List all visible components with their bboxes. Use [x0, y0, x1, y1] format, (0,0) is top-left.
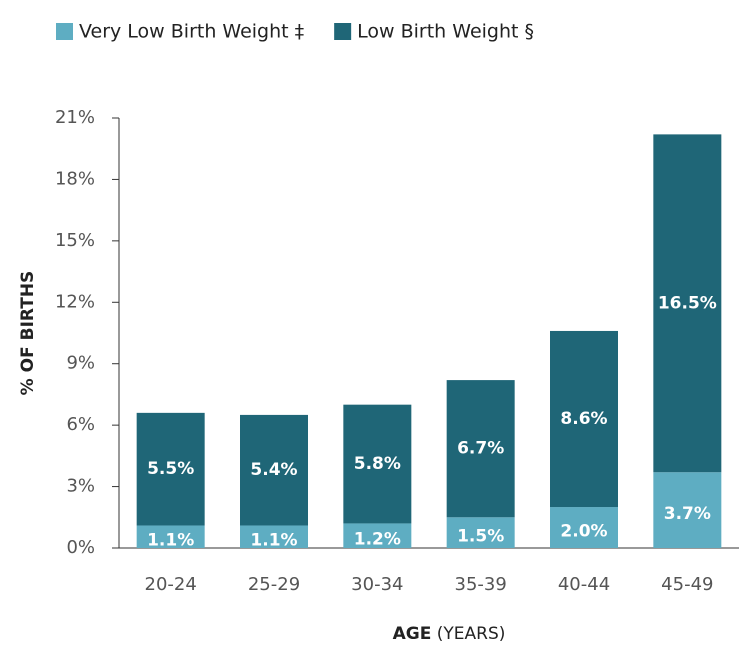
bar-segment [653, 472, 722, 548]
x-tick-label: 40-44 [558, 574, 610, 595]
y-tick-label: 21% [55, 107, 95, 128]
bar-segment [136, 412, 205, 526]
x-axis-title: AGE (YEARS) [393, 624, 506, 644]
value-label: 5.8% [354, 454, 401, 474]
bar-segment [240, 414, 308, 526]
y-tick-label: 12% [55, 291, 95, 312]
value-label: 16.5% [658, 293, 717, 313]
y-axis-title: % OF BIRTHS [18, 271, 38, 396]
bar-segment [550, 330, 618, 508]
x-tick-label: 45-49 [661, 574, 713, 595]
x-axis-title-unit: (YEARS) [437, 624, 506, 644]
bar-segment [446, 517, 515, 548]
bar-segment [240, 525, 308, 548]
y-tick-label: 18% [55, 168, 95, 189]
bar-segment [446, 380, 515, 518]
bar-segment [550, 507, 618, 548]
bar-segment [136, 525, 205, 548]
x-tick-label: 35-39 [455, 574, 507, 595]
x-axis-title-main: AGE [393, 624, 432, 644]
x-tick-label: 30-34 [351, 574, 403, 595]
value-label: 1.5% [457, 527, 504, 547]
x-tick-label: 20-24 [145, 574, 197, 595]
value-label: 1.1% [250, 531, 297, 551]
value-label: 5.4% [250, 460, 297, 480]
y-tick-label: 3% [66, 476, 95, 497]
bar-segment [343, 404, 412, 524]
value-label: 1.2% [354, 530, 401, 550]
y-tick-label: 15% [55, 230, 95, 251]
y-tick-label: 0% [66, 537, 95, 558]
value-label: 2.0% [560, 522, 607, 542]
legend-label: Low Birth Weight § [357, 21, 534, 43]
bar-segment [653, 134, 722, 473]
value-label: 8.6% [560, 409, 607, 429]
value-label: 3.7% [664, 504, 711, 524]
legend-label: Very Low Birth Weight ‡ [79, 21, 304, 43]
x-tick-label: 25-29 [248, 574, 300, 595]
y-tick-label: 6% [66, 414, 95, 435]
y-tick-label: 9% [66, 353, 95, 374]
value-label: 6.7% [457, 439, 504, 459]
legend-swatch [334, 23, 352, 40]
legend-swatch [56, 23, 73, 40]
value-label: 1.1% [147, 531, 194, 551]
bar-segment [343, 523, 412, 548]
value-label: 5.5% [147, 459, 194, 479]
